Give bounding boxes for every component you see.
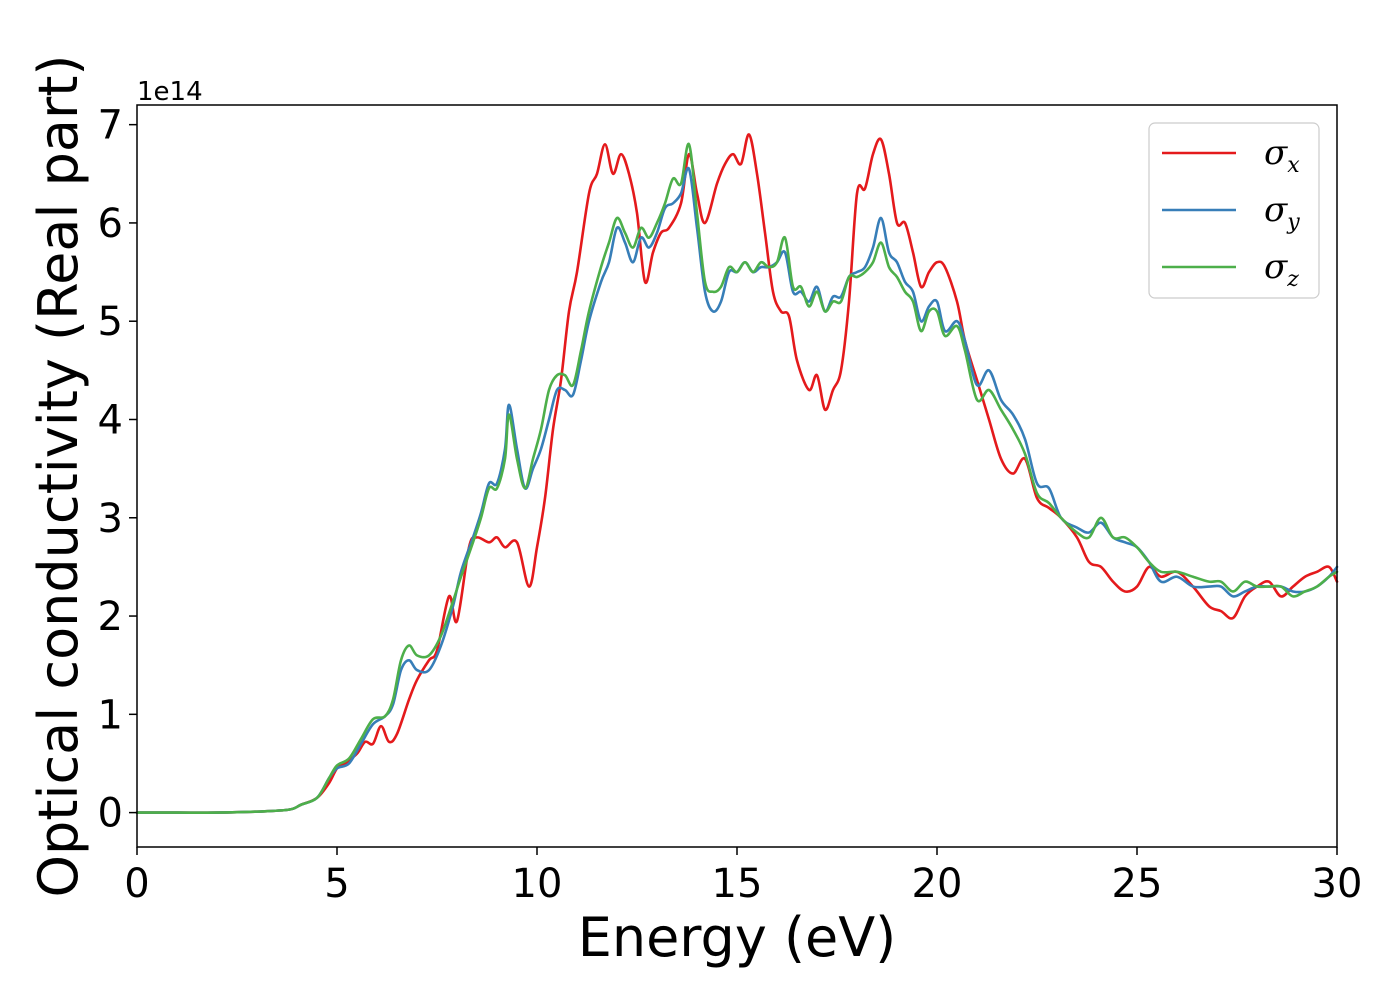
y-tick-label: 6 — [98, 201, 123, 247]
series-line-x — [135, 133, 1339, 814]
series-layer — [135, 133, 1339, 814]
y-tick-label: 5 — [98, 299, 123, 345]
series-line-z — [135, 142, 1339, 814]
x-tick-label: 0 — [124, 861, 149, 907]
x-tick-label: 30 — [1312, 861, 1363, 907]
y-tick-label: 0 — [98, 791, 123, 837]
x-tick-label: 25 — [1112, 861, 1163, 907]
y-tick-label: 2 — [98, 594, 123, 640]
y-tick-label: 1 — [98, 692, 123, 738]
x-tick-label: 15 — [712, 861, 763, 907]
y-tick-label: 7 — [98, 103, 123, 149]
y-tick-label: 3 — [98, 496, 123, 542]
x-tick-label: 20 — [912, 861, 963, 907]
x-axis-ticks: 0 5 10 15 20 25 30 — [124, 847, 1362, 907]
x-tick-label: 10 — [512, 861, 563, 907]
x-axis-label: Energy (eV) — [578, 906, 897, 969]
y-tick-label: 4 — [98, 397, 123, 443]
x-tick-label: 5 — [324, 861, 349, 907]
y-axis-ticks: 0 1 2 3 4 5 6 7 — [98, 103, 137, 837]
y-axis-label: Optical conductivity (Real part) — [27, 55, 90, 898]
y-offset-label: 1e14 — [137, 77, 203, 107]
